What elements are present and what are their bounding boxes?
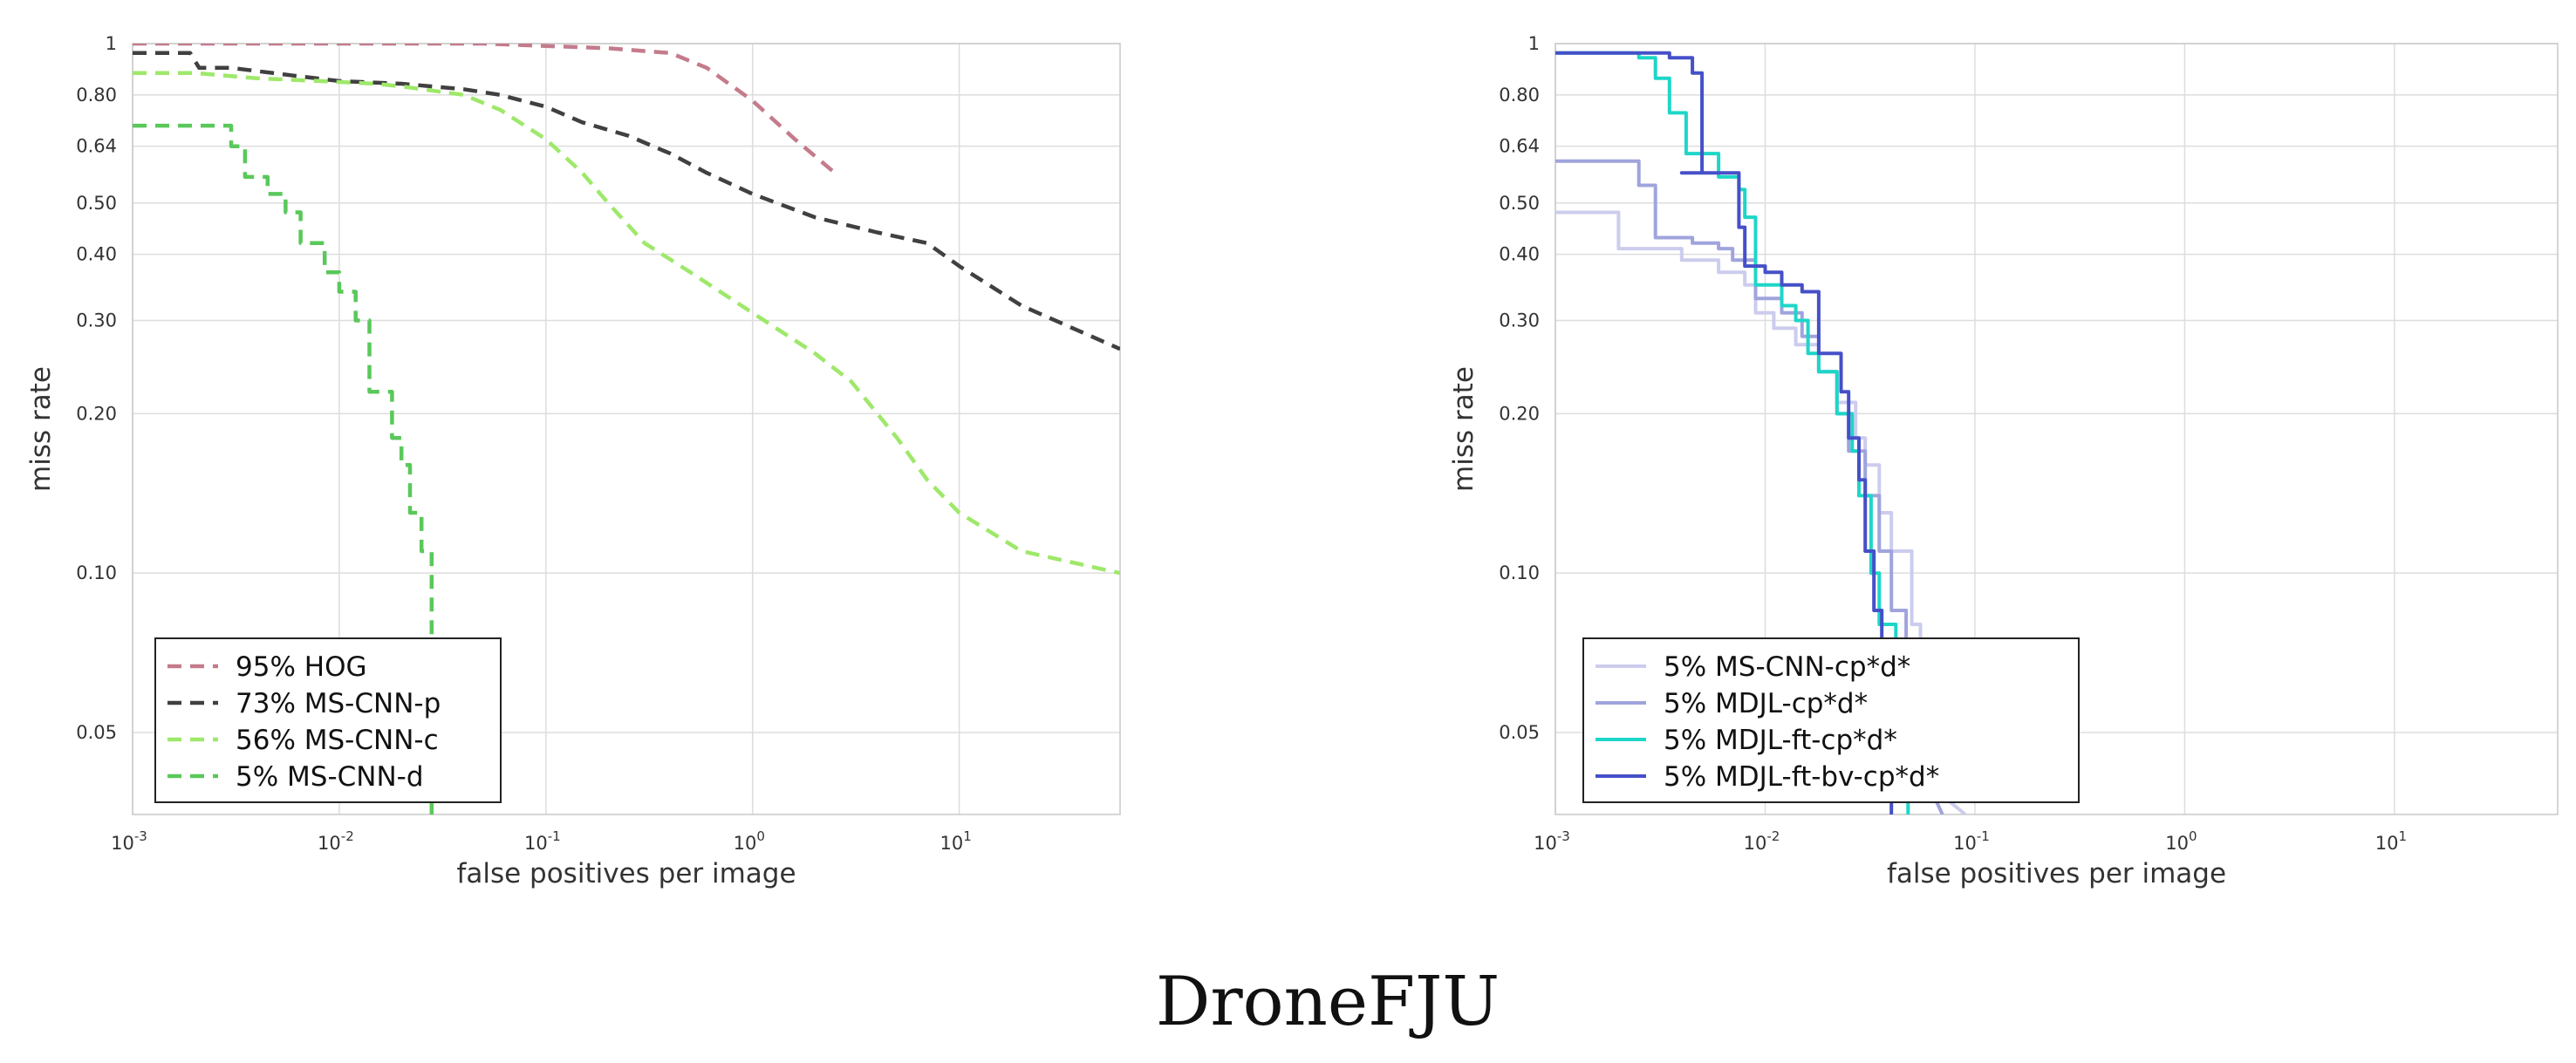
x-tick-label: 100	[734, 828, 765, 854]
series-line-4	[1555, 51, 1894, 814]
left-y-axis-label: miss rate	[25, 366, 57, 492]
legend-label: 5% MDJL-ft-bv-cp*d*	[1664, 761, 1939, 793]
x-tick-label: 101	[940, 828, 972, 854]
right-y-ticks: 1 0.80 0.64 0.50 0.40 0.30 0.20 0.10 0.05	[1499, 33, 1540, 743]
left-y-ticks: 1 0.80 0.64 0.50 0.40 0.30 0.20 0.10 0.05	[76, 33, 117, 743]
y-tick-label: 0.05	[1499, 722, 1540, 743]
left-grid	[132, 43, 1120, 814]
x-tick-label: 10-1	[1953, 828, 1990, 854]
y-tick-label: 0.10	[1499, 562, 1540, 583]
series-line-1	[133, 44, 837, 174]
legend-label: 5% MS-CNN-d	[236, 761, 424, 793]
legend-label: 73% MS-CNN-p	[236, 688, 441, 719]
y-tick-label: 0.30	[1499, 310, 1540, 330]
y-tick-label: 0.80	[76, 85, 117, 106]
left-x-axis-label: false positives per image	[456, 858, 796, 889]
x-tick-label: 10-3	[111, 828, 147, 854]
legend-label: 5% MS-CNN-cp*d*	[1664, 651, 1910, 683]
series-line-3	[133, 71, 1120, 576]
x-tick-label: 10-2	[1744, 828, 1780, 854]
y-tick-label: 0.05	[76, 722, 117, 743]
series-line-4	[133, 123, 434, 814]
y-tick-label: 0.64	[76, 136, 117, 157]
y-tick-label: 1	[106, 33, 117, 54]
y-tick-label: 0.10	[76, 562, 117, 583]
legend-label: 56% MS-CNN-c	[236, 725, 439, 756]
y-tick-label: 0.20	[1499, 403, 1540, 424]
y-tick-label: 0.64	[1499, 136, 1540, 157]
y-tick-label: 0.40	[1499, 244, 1540, 265]
legend-label: 5% MDJL-cp*d*	[1664, 688, 1868, 719]
right-x-axis-label: false positives per image	[1887, 858, 2226, 889]
legend-box	[1582, 637, 2080, 803]
x-tick-label: 100	[2165, 828, 2197, 854]
y-tick-label: 1	[1528, 33, 1540, 54]
right-x-ticks: 10-3 10-2 10-1 100 101	[1534, 828, 2407, 854]
y-tick-label: 0.50	[76, 193, 117, 214]
legend-label: 95% HOG	[236, 651, 367, 683]
left-plot-frame	[132, 43, 1121, 815]
left-series-layer	[133, 44, 1120, 814]
left-legend: 95% HOG 73% MS-CNN-p 56% MS-CNN-c 5% MS-CNN…	[154, 637, 502, 803]
left-x-ticks: 10-3 10-2 10-1 100 101	[111, 828, 972, 854]
right-legend: 5% MS-CNN-cp*d* 5% MDJL-cp*d* 5% MDJL-ft-c…	[1582, 637, 2080, 803]
y-tick-label: 0.20	[76, 403, 117, 424]
y-tick-label: 0.40	[76, 244, 117, 265]
y-tick-label: 0.80	[1499, 85, 1540, 106]
series-line-2	[133, 51, 1120, 351]
legend-label: 5% MDJL-ft-cp*d*	[1664, 725, 1897, 756]
x-tick-label: 10-3	[1534, 828, 1570, 854]
right-series-layer	[1555, 51, 1967, 814]
x-tick-label: 10-1	[524, 828, 561, 854]
series-line-3	[1555, 51, 1910, 814]
x-tick-label: 101	[2375, 828, 2407, 854]
right-plot-frame	[1554, 43, 2559, 815]
right-chart-panel: 10.800.640.500.400.300.200.100.05 10-3 10…	[1448, 33, 2559, 889]
left-chart-panel: 10.800.640.500.400.300.200.100.05 10-3 10…	[25, 33, 1121, 889]
y-tick-label: 0.30	[76, 310, 117, 330]
y-tick-label: 0.50	[1499, 193, 1540, 214]
x-tick-label: 10-2	[318, 828, 354, 854]
figure-caption: DroneFJU	[1156, 963, 1500, 1041]
right-y-axis-label: miss rate	[1448, 366, 1479, 492]
